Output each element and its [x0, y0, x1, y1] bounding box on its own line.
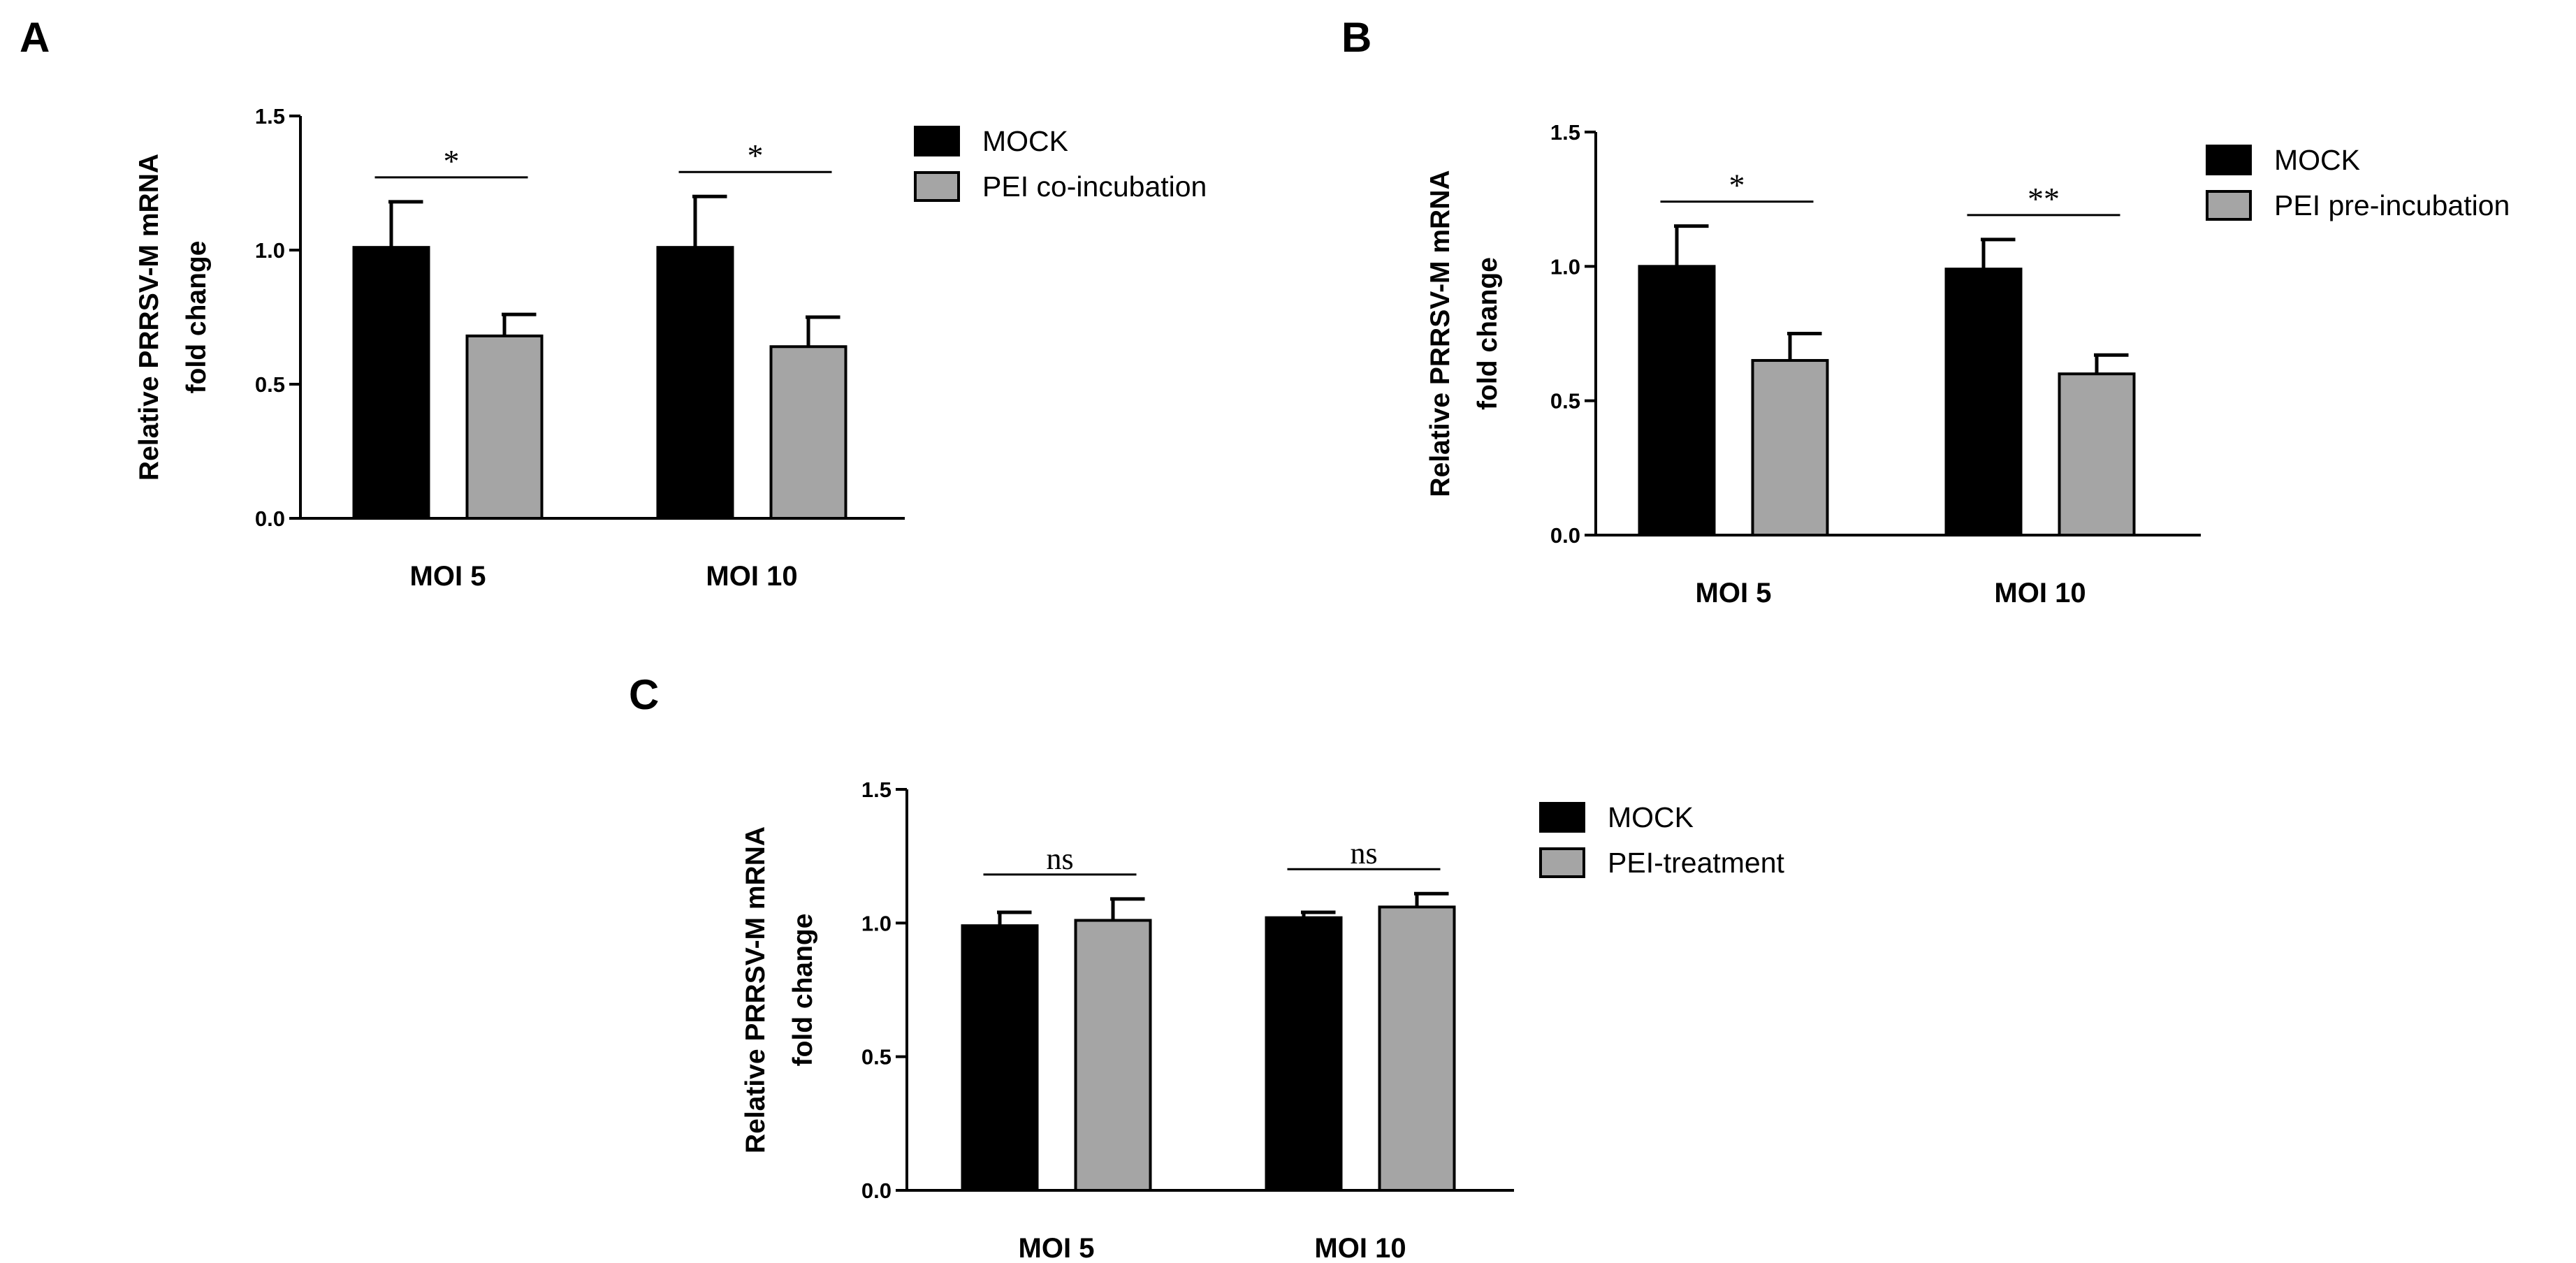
legend-label: MOCK: [1608, 801, 1694, 833]
y-tick-label: 0.0: [1550, 523, 1580, 548]
panel-label: C: [629, 671, 659, 718]
y-tick-label: 1.0: [861, 911, 892, 935]
y-tick-label: 0.5: [861, 1045, 892, 1069]
y-tick-label: 0.0: [255, 506, 285, 531]
bar: [352, 246, 430, 520]
bar: [1751, 358, 1829, 537]
category-label: MOI 5: [1019, 1233, 1095, 1263]
legend-swatch: [914, 171, 960, 202]
y-tick-label: 1.5: [861, 777, 892, 802]
bar: [656, 246, 734, 520]
significance-label: *: [748, 138, 764, 173]
panel-A: A Relative PRRSV-M mRNA fold change 0.0 0.5 1…: [20, 14, 1207, 592]
y-tick-label: 1.0: [1550, 254, 1580, 279]
y-axis-title: Relative PRRSV-M mRNA: [741, 826, 771, 1153]
legend-label: MOCK: [982, 125, 1068, 157]
legend-swatch: [2206, 190, 2252, 221]
y-tick-label: 0.5: [1550, 389, 1580, 414]
legend-swatch: [1539, 802, 1585, 833]
category-label: MOI 5: [1696, 578, 1772, 608]
legend-label: PEI pre-incubation: [2274, 189, 2510, 221]
significance-label: ns: [1350, 836, 1377, 870]
panel-label: A: [20, 14, 50, 61]
bar: [1944, 268, 2023, 536]
bar: [1378, 905, 1456, 1192]
legend-swatch: [914, 126, 960, 156]
significance-label: *: [444, 143, 460, 179]
y-axis-title: Relative PRRSV-M mRNA: [1425, 170, 1455, 497]
bar: [1265, 916, 1343, 1192]
y-tick-label: 1.5: [255, 104, 285, 129]
legend-label: PEI-treatment: [1608, 847, 1785, 879]
panel-label: B: [1341, 14, 1371, 61]
y-tick-label: 0.0: [861, 1178, 892, 1203]
y-axis-title: fold change: [788, 914, 818, 1067]
category-label: MOI 5: [410, 561, 486, 592]
significance-label: **: [2028, 181, 2060, 217]
y-axis-title: Relative PRRSV-M mRNA: [134, 154, 164, 481]
legend-label: PEI co-incubation: [982, 170, 1207, 203]
legend-label: MOCK: [2274, 144, 2360, 176]
category-label: MOI 10: [1994, 578, 2086, 608]
bar: [1638, 265, 1716, 536]
bar: [465, 334, 544, 520]
y-tick-label: 1.0: [255, 238, 285, 263]
panel-B: B Relative PRRSV-M mRNA fold change 0.0 0.5 1…: [1341, 14, 2510, 608]
bar: [961, 924, 1039, 1192]
significance-label: *: [1729, 168, 1745, 203]
significance-label: ns: [1046, 842, 1073, 876]
legend-swatch: [1539, 847, 1585, 878]
legend-swatch: [2206, 145, 2252, 175]
y-tick-label: 0.5: [255, 372, 285, 397]
y-axis-title: fold change: [182, 241, 212, 394]
bar: [769, 345, 847, 520]
category-label: MOI 10: [706, 561, 797, 592]
bar: [1074, 919, 1152, 1192]
category-label: MOI 10: [1314, 1233, 1406, 1263]
y-tick-label: 1.5: [1550, 120, 1580, 145]
panel-C: C Relative PRRSV-M mRNA fold change 0.0 0.5 1…: [629, 671, 1785, 1263]
bar: [2058, 372, 2136, 537]
y-axis-title: fold change: [1473, 257, 1503, 410]
